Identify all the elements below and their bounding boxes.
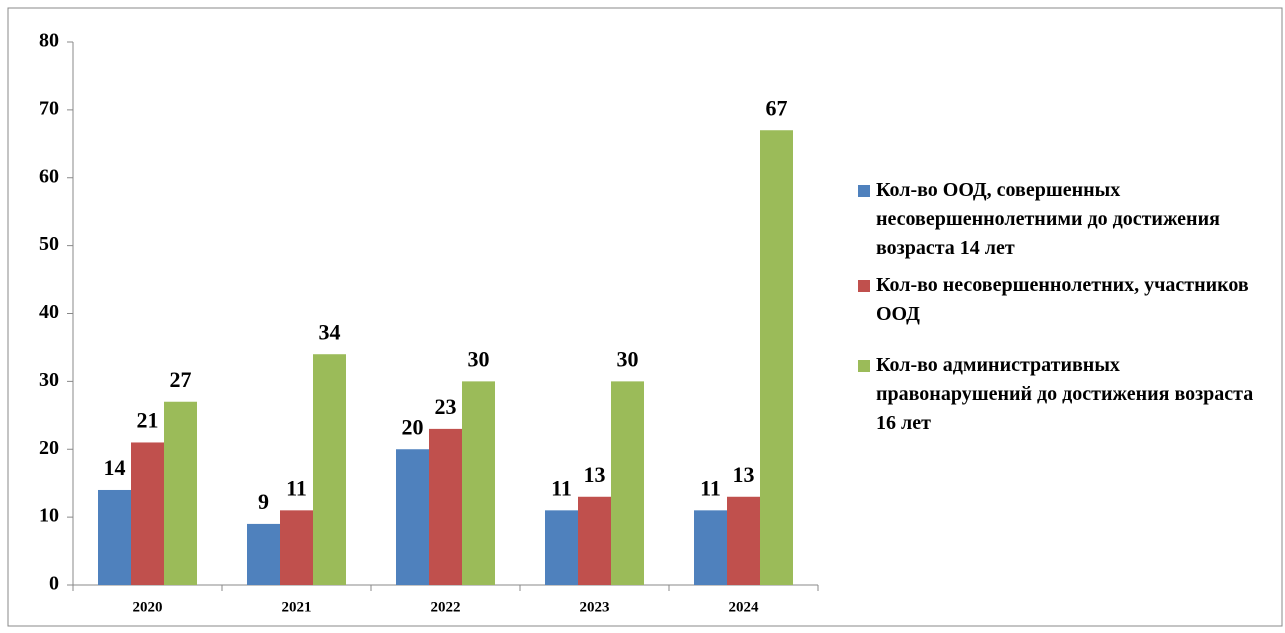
bar bbox=[98, 489, 131, 585]
data-label: 30 bbox=[617, 346, 639, 371]
legend-item: Кол-во ООД, совершенных несовершеннолетн… bbox=[858, 176, 1278, 263]
data-label: 11 bbox=[700, 475, 721, 500]
data-label: 9 bbox=[258, 489, 269, 514]
y-tick-label: 10 bbox=[39, 505, 59, 527]
bar bbox=[760, 130, 793, 586]
bar bbox=[429, 428, 462, 585]
y-tick-label: 40 bbox=[39, 301, 59, 323]
data-label: 23 bbox=[435, 394, 457, 419]
data-label: 11 bbox=[286, 475, 307, 500]
x-tick-label: 2020 bbox=[133, 599, 163, 615]
bar bbox=[280, 510, 313, 585]
bar bbox=[462, 381, 495, 585]
bar bbox=[131, 442, 164, 585]
bar bbox=[578, 496, 611, 585]
data-label: 14 bbox=[104, 455, 126, 480]
data-label: 27 bbox=[170, 367, 192, 392]
legend-label: Кол-во ООД, совершенных несовершеннолетн… bbox=[876, 179, 1220, 259]
legend-item: Кол-во административных правонарушений д… bbox=[858, 351, 1278, 438]
bar bbox=[396, 449, 429, 585]
x-tick-label: 2024 bbox=[729, 599, 760, 615]
chart-frame bbox=[7, 7, 1283, 627]
data-label: 13 bbox=[584, 462, 606, 487]
data-label: 21 bbox=[137, 408, 159, 433]
legend-item: Кол-во несовершеннолетних, участников ОО… bbox=[858, 271, 1278, 329]
data-label: 67 bbox=[766, 95, 788, 120]
data-label: 13 bbox=[733, 462, 755, 487]
data-label: 30 bbox=[468, 346, 490, 371]
y-tick-label: 80 bbox=[39, 30, 59, 52]
bar bbox=[164, 401, 197, 585]
y-tick-label: 60 bbox=[39, 165, 59, 187]
y-tick-label: 50 bbox=[39, 233, 59, 255]
bar bbox=[545, 510, 578, 585]
data-label: 11 bbox=[551, 475, 572, 500]
x-tick-label: 2022 bbox=[431, 599, 461, 615]
y-tick-label: 30 bbox=[39, 369, 59, 391]
legend-label: Кол-во несовершеннолетних, участников ОО… bbox=[876, 274, 1249, 325]
legend-swatch bbox=[858, 360, 870, 372]
data-label: 34 bbox=[319, 319, 341, 344]
legend-swatch bbox=[858, 280, 870, 292]
bar bbox=[727, 496, 760, 585]
y-tick-label: 70 bbox=[39, 97, 59, 119]
x-tick-label: 2021 bbox=[282, 599, 312, 615]
bar bbox=[694, 510, 727, 585]
bar bbox=[313, 354, 346, 585]
bar bbox=[247, 523, 280, 585]
y-tick-label: 0 bbox=[49, 573, 59, 595]
x-tick-label: 2023 bbox=[580, 599, 610, 615]
legend-swatch bbox=[858, 185, 870, 197]
bar bbox=[611, 381, 644, 585]
legend: Кол-во ООД, совершенных несовершеннолетн… bbox=[858, 176, 1278, 446]
y-tick-label: 20 bbox=[39, 437, 59, 459]
data-label: 20 bbox=[402, 414, 424, 439]
legend-label: Кол-во административных правонарушений д… bbox=[876, 354, 1254, 434]
